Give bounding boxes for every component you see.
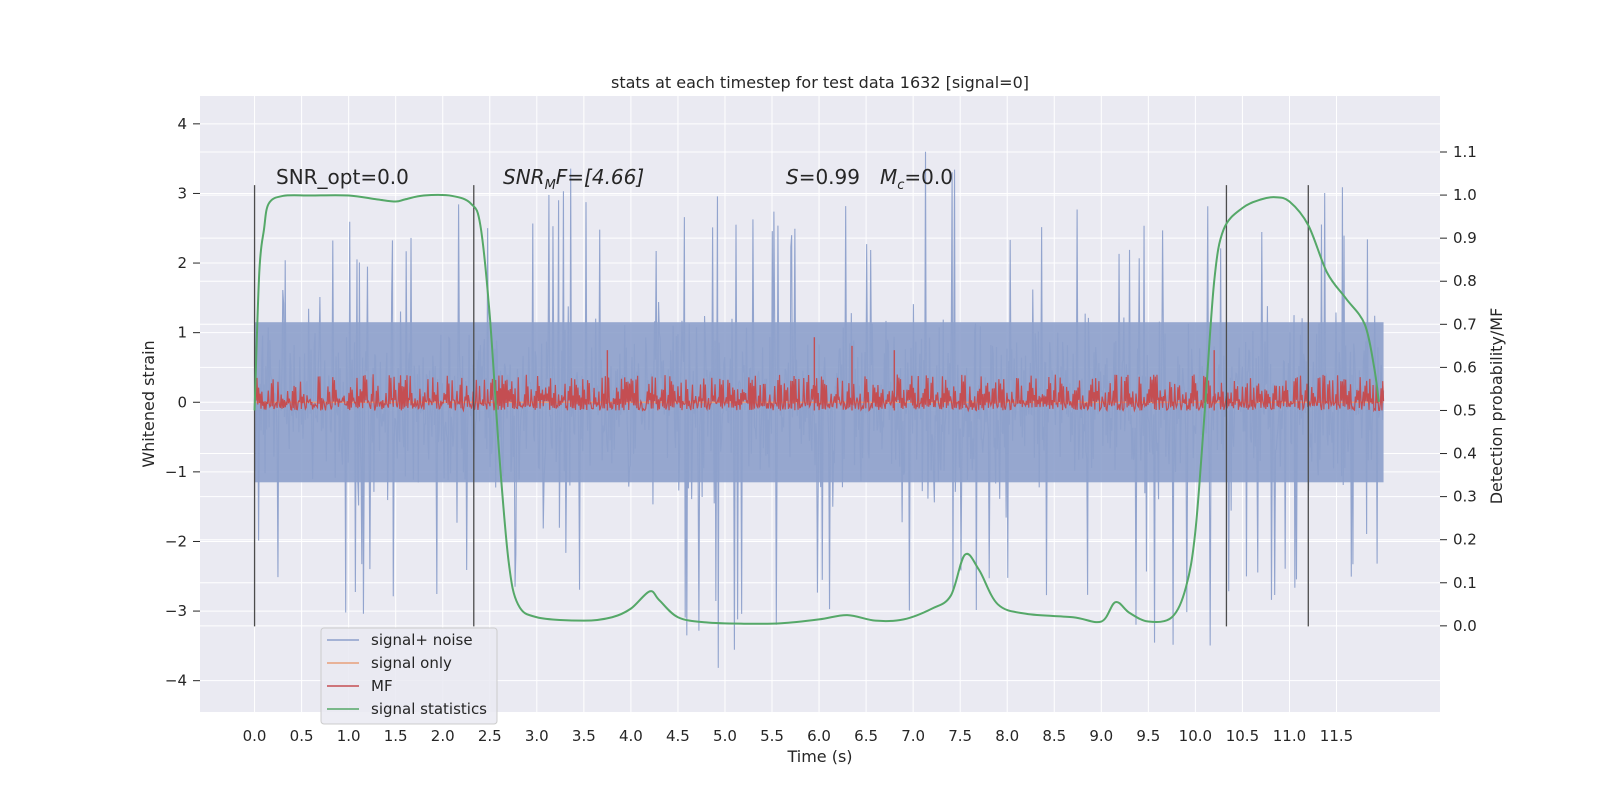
y-right-tick-label: 0.4 [1453,445,1477,463]
y-left-tick-label: −4 [165,672,187,690]
y-right-tick-label: 0.3 [1453,488,1477,506]
y-left-axis-ticks: 4 3 2 1 0 −1 −2 −3 −4 [165,115,200,690]
y-right-tick-label: 1.0 [1453,186,1477,204]
annotation-mc: Mc=0.0 [880,165,953,193]
x-tick-label: 6.5 [854,727,878,745]
chart-title: stats at each timestep for test data 163… [611,73,1029,92]
annotation-snr-mf: SNRMF=[4.66] [503,165,644,193]
x-tick-label: 3.5 [572,727,596,745]
annotation-mc-value: =0.0 [904,165,953,189]
annotation-s-value: =0.99 [799,165,860,189]
x-tick-label: 7.5 [948,727,972,745]
y-right-tick-label: 0.5 [1453,401,1477,419]
y-left-axis-label: Whitened strain [139,340,158,467]
x-tick-label: 10.0 [1179,727,1212,745]
x-tick-label: 10.5 [1226,727,1259,745]
annotation-snr-opt: SNR_opt=0.0 [276,165,409,189]
legend-label-signal-noise: signal+ noise [371,631,473,649]
x-axis-ticks: 0.0 0.5 1.0 1.5 2.0 2.5 3.0 3.5 4.0 4.5 5.0 5.5 6.0 6… [243,727,1354,745]
y-right-axis-label: Detection probability/MF [1487,308,1506,505]
annotation-snr-mf-prefix: SNR [503,165,545,189]
x-tick-label: 8.5 [1042,727,1066,745]
y-right-tick-label: 0.8 [1453,272,1477,290]
mf-line [253,374,1385,413]
y-right-tick-label: 0.6 [1453,358,1477,376]
x-tick-label: 5.0 [713,727,737,745]
signal-noise-line [254,151,1385,668]
x-tick-label: 4.0 [619,727,643,745]
annotation-s-prefix: S [786,165,799,189]
y-left-tick-label: 1 [177,324,187,342]
x-tick-label: 11.5 [1320,727,1353,745]
legend: signal+ noise signal only MF signal stat… [320,627,498,725]
x-tick-label: 8.0 [995,727,1019,745]
y-right-tick-label: 0.9 [1453,229,1477,247]
x-tick-label: 2.0 [431,727,455,745]
x-tick-label: 4.5 [666,727,690,745]
y-left-tick-label: 2 [177,254,187,272]
x-tick-label: 3.0 [525,727,549,745]
annotation-mc-sub: c [897,178,904,193]
x-tick-label: 0.0 [243,727,267,745]
y-right-tick-label: 0.0 [1453,617,1477,635]
y-right-tick-label: 0.1 [1453,574,1477,592]
signal-statistics-series [253,193,1380,625]
y-left-tick-label: −1 [165,463,187,481]
x-axis-label: Time (s) [786,747,852,766]
annotation-snr-mf-suffix: F=[4.66] [556,165,644,189]
x-tick-label: 5.5 [760,727,784,745]
x-tick-label: 1.5 [384,727,408,745]
legend-label-mf: MF [371,677,393,695]
y-right-axis-ticks: 1.1 1.0 0.9 0.8 0.7 0.6 0.5 0.4 0.3 0.2 0.1 0.0 [1440,143,1477,635]
mf-series [253,337,1385,413]
legend-label-signal-only: signal only [371,654,452,672]
legend-box [320,627,498,725]
annotation-mc-prefix: M [880,165,897,189]
x-tick-label: 1.0 [337,727,361,745]
signal-statistics-line [253,193,1380,625]
x-tick-label: 9.0 [1089,727,1113,745]
y-right-tick-label: 0.7 [1453,315,1477,333]
x-tick-label: 2.5 [478,727,502,745]
y-right-tick-label: 1.1 [1453,143,1477,161]
y-left-tick-label: 3 [177,184,187,202]
x-tick-label: 11.0 [1273,727,1306,745]
y-left-tick-label: −2 [165,532,187,550]
annotation-s: S=0.99 [786,165,860,189]
x-tick-label: 7.0 [901,727,925,745]
y-right-tick-label: 0.2 [1453,531,1477,549]
annotation-snr-mf-sub: M [545,178,556,193]
x-tick-label: 0.5 [290,727,314,745]
x-tick-label: 6.0 [807,727,831,745]
y-left-tick-label: 0 [177,393,187,411]
legend-label-signal-statistics: signal statistics [371,700,487,718]
x-tick-label: 9.5 [1136,727,1160,745]
y-left-tick-label: 4 [177,115,187,133]
y-left-tick-label: −3 [165,602,187,620]
